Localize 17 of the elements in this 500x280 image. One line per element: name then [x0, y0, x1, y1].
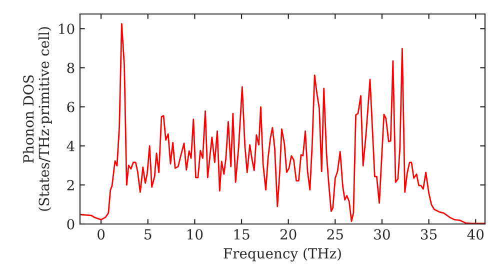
x-tick-label: 30: [374, 229, 390, 240]
x-tick-label: 10: [188, 229, 203, 240]
y-tick-label: 4: [66, 140, 74, 152]
y-tick-label: 0: [67, 218, 74, 230]
x-tick-label: 0: [98, 229, 105, 240]
x-tick-label: 25: [327, 229, 343, 240]
x-axis-title: Frequency (THz): [224, 248, 341, 262]
x-tick-label: 40: [467, 229, 484, 240]
y-tick-label: 10: [59, 24, 74, 34]
x-tick-label: 5: [144, 229, 152, 240]
x-tick-label: 35: [421, 229, 437, 240]
y-axis-title: Phonon DOS (States/THz·primitive cell): [22, 27, 52, 211]
x-tick-label: 15: [234, 229, 250, 240]
y-tick-label: 6: [67, 102, 74, 112]
x-tick-label: 20: [280, 229, 296, 240]
y-tick-label: 2: [67, 180, 74, 190]
y-tick-label: 8: [67, 62, 74, 74]
